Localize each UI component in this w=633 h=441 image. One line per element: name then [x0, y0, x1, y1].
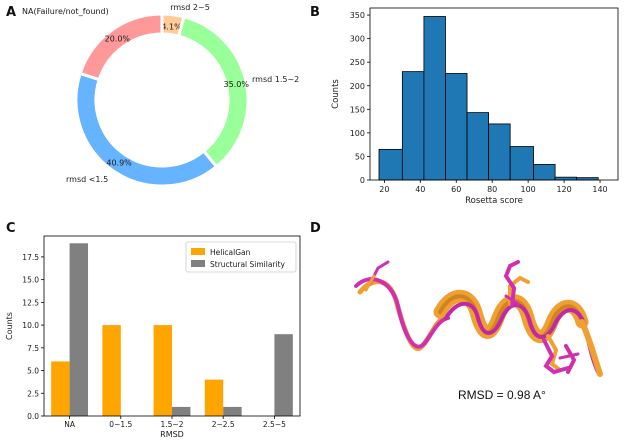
donut-slice	[176, 15, 250, 169]
panel-letter-c: C	[6, 221, 16, 236]
side-chain-bottom	[542, 334, 580, 375]
x-tick-label: 120	[556, 185, 571, 194]
legend-box	[185, 241, 297, 273]
x-tick-label: 60	[451, 185, 461, 194]
y-axis-label: Counts	[5, 312, 14, 340]
y-axis-label: Counts	[331, 79, 341, 109]
y-tick-label: 200	[350, 82, 365, 91]
bar-structural-similarity	[172, 406, 191, 416]
donut-slice	[78, 12, 164, 82]
histogram-bar	[401, 71, 425, 181]
side-chain-left	[364, 260, 390, 292]
slice-percent-label: 20.0%	[105, 35, 131, 44]
bar-structural-similarity	[274, 334, 293, 416]
slice-category-label: NA(Failure/not_found)	[22, 7, 109, 16]
slice-category-label: rmsd <1.5	[66, 175, 108, 184]
y-tick-label: 17.5	[22, 253, 39, 262]
protein-structure-overlay	[354, 260, 603, 377]
orange-tail	[579, 319, 603, 377]
bar-structural-similarity	[69, 243, 89, 416]
x-tick-label: 80	[487, 185, 497, 194]
histogram-chart: 20 40 60 80 100 120 140 0 50 100 150 200 250 300 350 Ro…	[331, 7, 619, 206]
x-tick-label: 140	[592, 185, 607, 194]
plot-frame	[43, 235, 301, 417]
histogram-bar	[466, 112, 490, 181]
bar-helicalgan	[204, 379, 224, 416]
y-tick-label: 15.0	[22, 276, 39, 285]
bar-helicalgan	[51, 361, 70, 416]
histogram-bar	[488, 123, 511, 181]
orange-backbone-coil	[357, 279, 449, 351]
y-tick-label: 350	[350, 11, 365, 20]
y-tick-label: 12.5	[22, 298, 39, 307]
y-tick-label: 300	[350, 35, 365, 44]
x-tick-label: 20	[379, 185, 389, 194]
y-tick-label: 10.0	[22, 321, 39, 330]
slice-percent-label: 40.9%	[106, 159, 132, 168]
x-tick-label: 100	[520, 185, 535, 194]
side-chain-top	[503, 260, 530, 308]
y-tick-label: 7.5	[27, 344, 39, 353]
histogram-bar	[423, 16, 446, 181]
y-tick-label: 0.0	[27, 412, 39, 421]
x-tick-label: 1.5~2	[161, 420, 184, 429]
legend-label: Structural Similarity	[210, 260, 286, 269]
x-tick-label: NA	[64, 420, 76, 429]
histogram-bar	[533, 164, 556, 181]
donut-chart: 4.1% rmsd 2~5 35.0%rmsd 1.5~2 40.9% rmsd <1.…	[22, 3, 299, 188]
magenta-backbone-coil	[354, 277, 450, 349]
legend-label: HelicalGan	[210, 248, 251, 257]
histogram-bar	[554, 176, 578, 181]
bar-helicalgan	[102, 325, 121, 416]
slice-category-label: rmsd 1.5~2	[252, 75, 299, 84]
x-axis-label: RMSD	[160, 430, 184, 439]
y-tick-label: 50	[355, 152, 365, 161]
legend-swatch	[191, 260, 205, 267]
y-tick-label: 5.0	[27, 367, 39, 376]
y-tick-label: 2.5	[27, 389, 39, 398]
slice-category-label: rmsd 2~5	[170, 3, 210, 12]
histogram-bar	[509, 146, 534, 181]
y-tick-label: 100	[350, 129, 365, 138]
x-tick-label: 2~2.5	[212, 420, 235, 429]
plot-frame	[369, 7, 619, 181]
x-tick-label: 2.5~5	[263, 420, 286, 429]
legend-swatch	[191, 248, 205, 255]
y-tick-label: 150	[350, 105, 365, 114]
x-tick-label: 0~1.5	[109, 420, 132, 429]
panel-letter-a: A	[6, 5, 16, 20]
grouped-bar-chart: NA 0~1.5 1.5~2 2~2.5 2.5~5 0.0 2.5 5.0 7.5 10.0 12…	[5, 235, 301, 439]
y-tick-label: 250	[350, 58, 365, 67]
x-axis-label: Rosetta score	[465, 196, 523, 206]
bar-helicalgan	[153, 325, 172, 416]
x-tick-label: 40	[415, 185, 425, 194]
bar-structural-similarity	[223, 406, 242, 416]
y-tick-label: 0	[360, 176, 365, 185]
donut-slice	[74, 71, 219, 188]
rmsd-caption: RMSD = 0.98 A°	[458, 388, 546, 402]
histogram-bar	[378, 148, 403, 181]
histogram-bar	[445, 73, 468, 181]
panel-letter-d: D	[310, 221, 321, 236]
slice-percent-label: 35.0%	[224, 80, 250, 89]
panel-letter-b: B	[310, 5, 320, 20]
slice-percent-label: 4.1%	[161, 23, 182, 32]
